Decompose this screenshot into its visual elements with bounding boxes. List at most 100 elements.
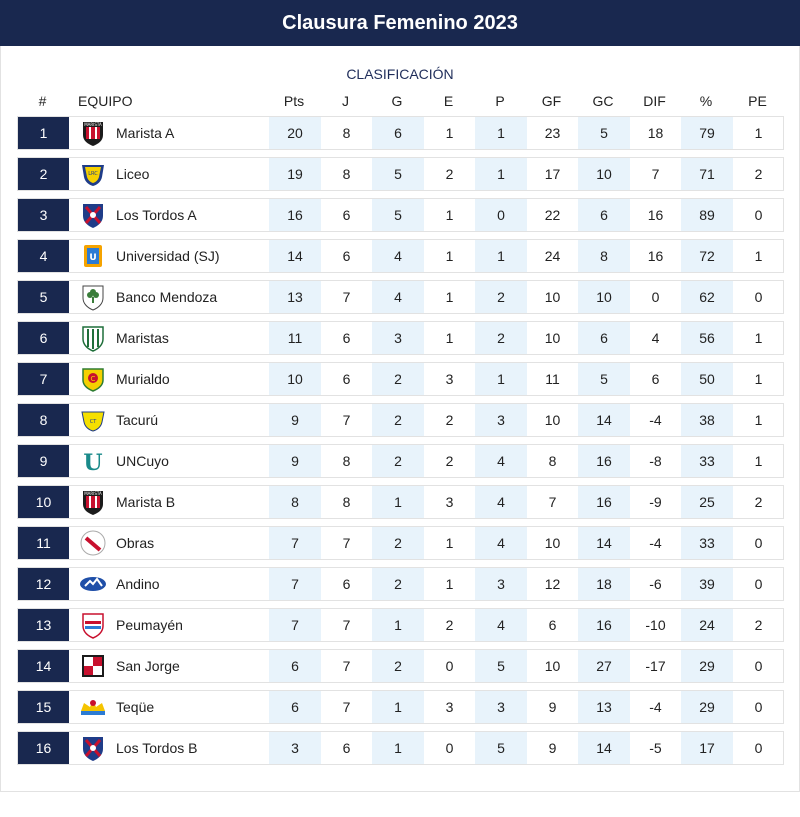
position-cell: 3 bbox=[18, 199, 69, 231]
gf-cell: 10 bbox=[544, 535, 561, 551]
gc-cell: 5 bbox=[578, 117, 630, 149]
team-name: Liceo bbox=[116, 166, 150, 182]
pe-cell: 2 bbox=[754, 494, 763, 510]
pct-cell: 33 bbox=[681, 527, 733, 559]
position-cell: 12 bbox=[18, 568, 69, 600]
gc-cell: 10 bbox=[578, 281, 630, 313]
pe-cell: 0 bbox=[754, 699, 763, 715]
j-cell: 8 bbox=[342, 494, 351, 510]
gc-cell: 14 bbox=[578, 732, 630, 764]
e-cell: 1 bbox=[445, 248, 454, 264]
table-row: 14 San Jorge 6 7 2 0 5 10 27 -17 29 0 bbox=[17, 649, 784, 683]
team-name: Murialdo bbox=[116, 371, 170, 387]
pct-cell: 24 bbox=[681, 609, 733, 641]
gc-cell: 18 bbox=[578, 568, 630, 600]
dif-cell: -5 bbox=[649, 740, 662, 756]
col-header-pct: % bbox=[699, 93, 713, 109]
pe-cell: 0 bbox=[754, 207, 763, 223]
banco-logo bbox=[79, 283, 107, 311]
pts-cell: 7 bbox=[269, 527, 321, 559]
j-cell: 8 bbox=[342, 166, 351, 182]
e-cell: 0 bbox=[445, 658, 454, 674]
page-title: Clausura Femenino 2023 bbox=[282, 11, 518, 34]
page-header: Clausura Femenino 2023 bbox=[0, 0, 800, 46]
table-row: 12 Andino 7 6 2 1 3 12 18 -6 39 0 bbox=[17, 567, 784, 601]
tacuru-logo: CT bbox=[79, 406, 107, 434]
p-cell: 0 bbox=[475, 199, 527, 231]
pct-cell: 33 bbox=[681, 445, 733, 477]
pe-cell: 0 bbox=[754, 535, 763, 551]
team-name: Los Tordos B bbox=[116, 740, 198, 756]
svg-text:C: C bbox=[91, 375, 96, 383]
e-cell: 0 bbox=[445, 740, 454, 756]
dif-cell: 18 bbox=[647, 125, 664, 141]
col-header-gf: GF bbox=[541, 93, 562, 109]
j-cell: 7 bbox=[342, 535, 351, 551]
e-cell: 2 bbox=[445, 166, 454, 182]
pts-cell: 16 bbox=[269, 199, 321, 231]
pct-cell: 50 bbox=[681, 363, 733, 395]
gc-cell: 6 bbox=[578, 199, 630, 231]
pts-cell: 19 bbox=[269, 158, 321, 190]
svg-text:MARISTA: MARISTA bbox=[84, 122, 102, 127]
dif-cell: 4 bbox=[651, 330, 660, 346]
pts-cell: 11 bbox=[269, 322, 321, 354]
p-cell: 4 bbox=[475, 527, 527, 559]
pts-cell: 10 bbox=[269, 363, 321, 395]
pe-cell: 1 bbox=[754, 248, 763, 264]
pct-cell: 39 bbox=[681, 568, 733, 600]
g-cell: 1 bbox=[372, 486, 424, 518]
gf-cell: 9 bbox=[548, 740, 557, 756]
team-name: Maristas bbox=[116, 330, 169, 346]
gf-cell: 10 bbox=[544, 330, 561, 346]
g-cell: 1 bbox=[372, 691, 424, 723]
obras-logo bbox=[79, 529, 107, 557]
e-cell: 3 bbox=[445, 371, 454, 387]
pts-cell: 6 bbox=[269, 650, 321, 682]
col-header-gc: GC bbox=[592, 93, 614, 109]
dif-cell: 16 bbox=[647, 248, 664, 264]
position-cell: 10 bbox=[18, 486, 69, 518]
pe-cell: 1 bbox=[754, 125, 763, 141]
j-cell: 7 bbox=[342, 289, 351, 305]
dif-cell: -10 bbox=[645, 617, 666, 633]
e-cell: 1 bbox=[445, 125, 454, 141]
j-cell: 8 bbox=[342, 453, 351, 469]
e-cell: 1 bbox=[445, 207, 454, 223]
g-cell: 3 bbox=[372, 322, 424, 354]
g-cell: 4 bbox=[372, 281, 424, 313]
gc-cell: 14 bbox=[578, 404, 630, 436]
table-row: 9 U UNCuyo 9 8 2 2 4 8 16 -8 33 1 bbox=[17, 444, 784, 478]
marista-logo: MARISTA bbox=[79, 488, 107, 516]
j-cell: 7 bbox=[342, 658, 351, 674]
dif-cell: 16 bbox=[647, 207, 664, 223]
gc-cell: 16 bbox=[578, 486, 630, 518]
g-cell: 5 bbox=[372, 158, 424, 190]
team-name: Universidad (SJ) bbox=[116, 248, 220, 264]
position-cell: 6 bbox=[18, 322, 69, 354]
gf-cell: 7 bbox=[548, 494, 557, 510]
pct-cell: 29 bbox=[681, 650, 733, 682]
svg-text:CT: CT bbox=[90, 419, 97, 425]
position-cell: 4 bbox=[18, 240, 69, 272]
pct-cell: 62 bbox=[681, 281, 733, 313]
table-row: 6 Maristas 11 6 3 1 2 10 6 4 56 1 bbox=[17, 321, 784, 355]
svg-text:MARISTA: MARISTA bbox=[84, 491, 102, 496]
dif-cell: -9 bbox=[649, 494, 662, 510]
e-cell: 2 bbox=[445, 412, 454, 428]
position-cell: 8 bbox=[18, 404, 69, 436]
p-cell: 1 bbox=[475, 240, 527, 272]
p-cell: 5 bbox=[475, 732, 527, 764]
gc-cell: 5 bbox=[578, 363, 630, 395]
j-cell: 8 bbox=[342, 125, 351, 141]
e-cell: 3 bbox=[445, 699, 454, 715]
universidad-logo: U bbox=[79, 242, 107, 270]
gf-cell: 23 bbox=[544, 125, 561, 141]
murialdo-logo: C bbox=[79, 365, 107, 393]
pe-cell: 0 bbox=[754, 289, 763, 305]
marista-logo: MARISTA bbox=[79, 119, 107, 147]
table-header: # EQUIPO Pts J G E P GF GC DIF % PE bbox=[17, 93, 784, 109]
g-cell: 6 bbox=[372, 117, 424, 149]
g-cell: 2 bbox=[372, 404, 424, 436]
gf-cell: 11 bbox=[545, 371, 560, 387]
